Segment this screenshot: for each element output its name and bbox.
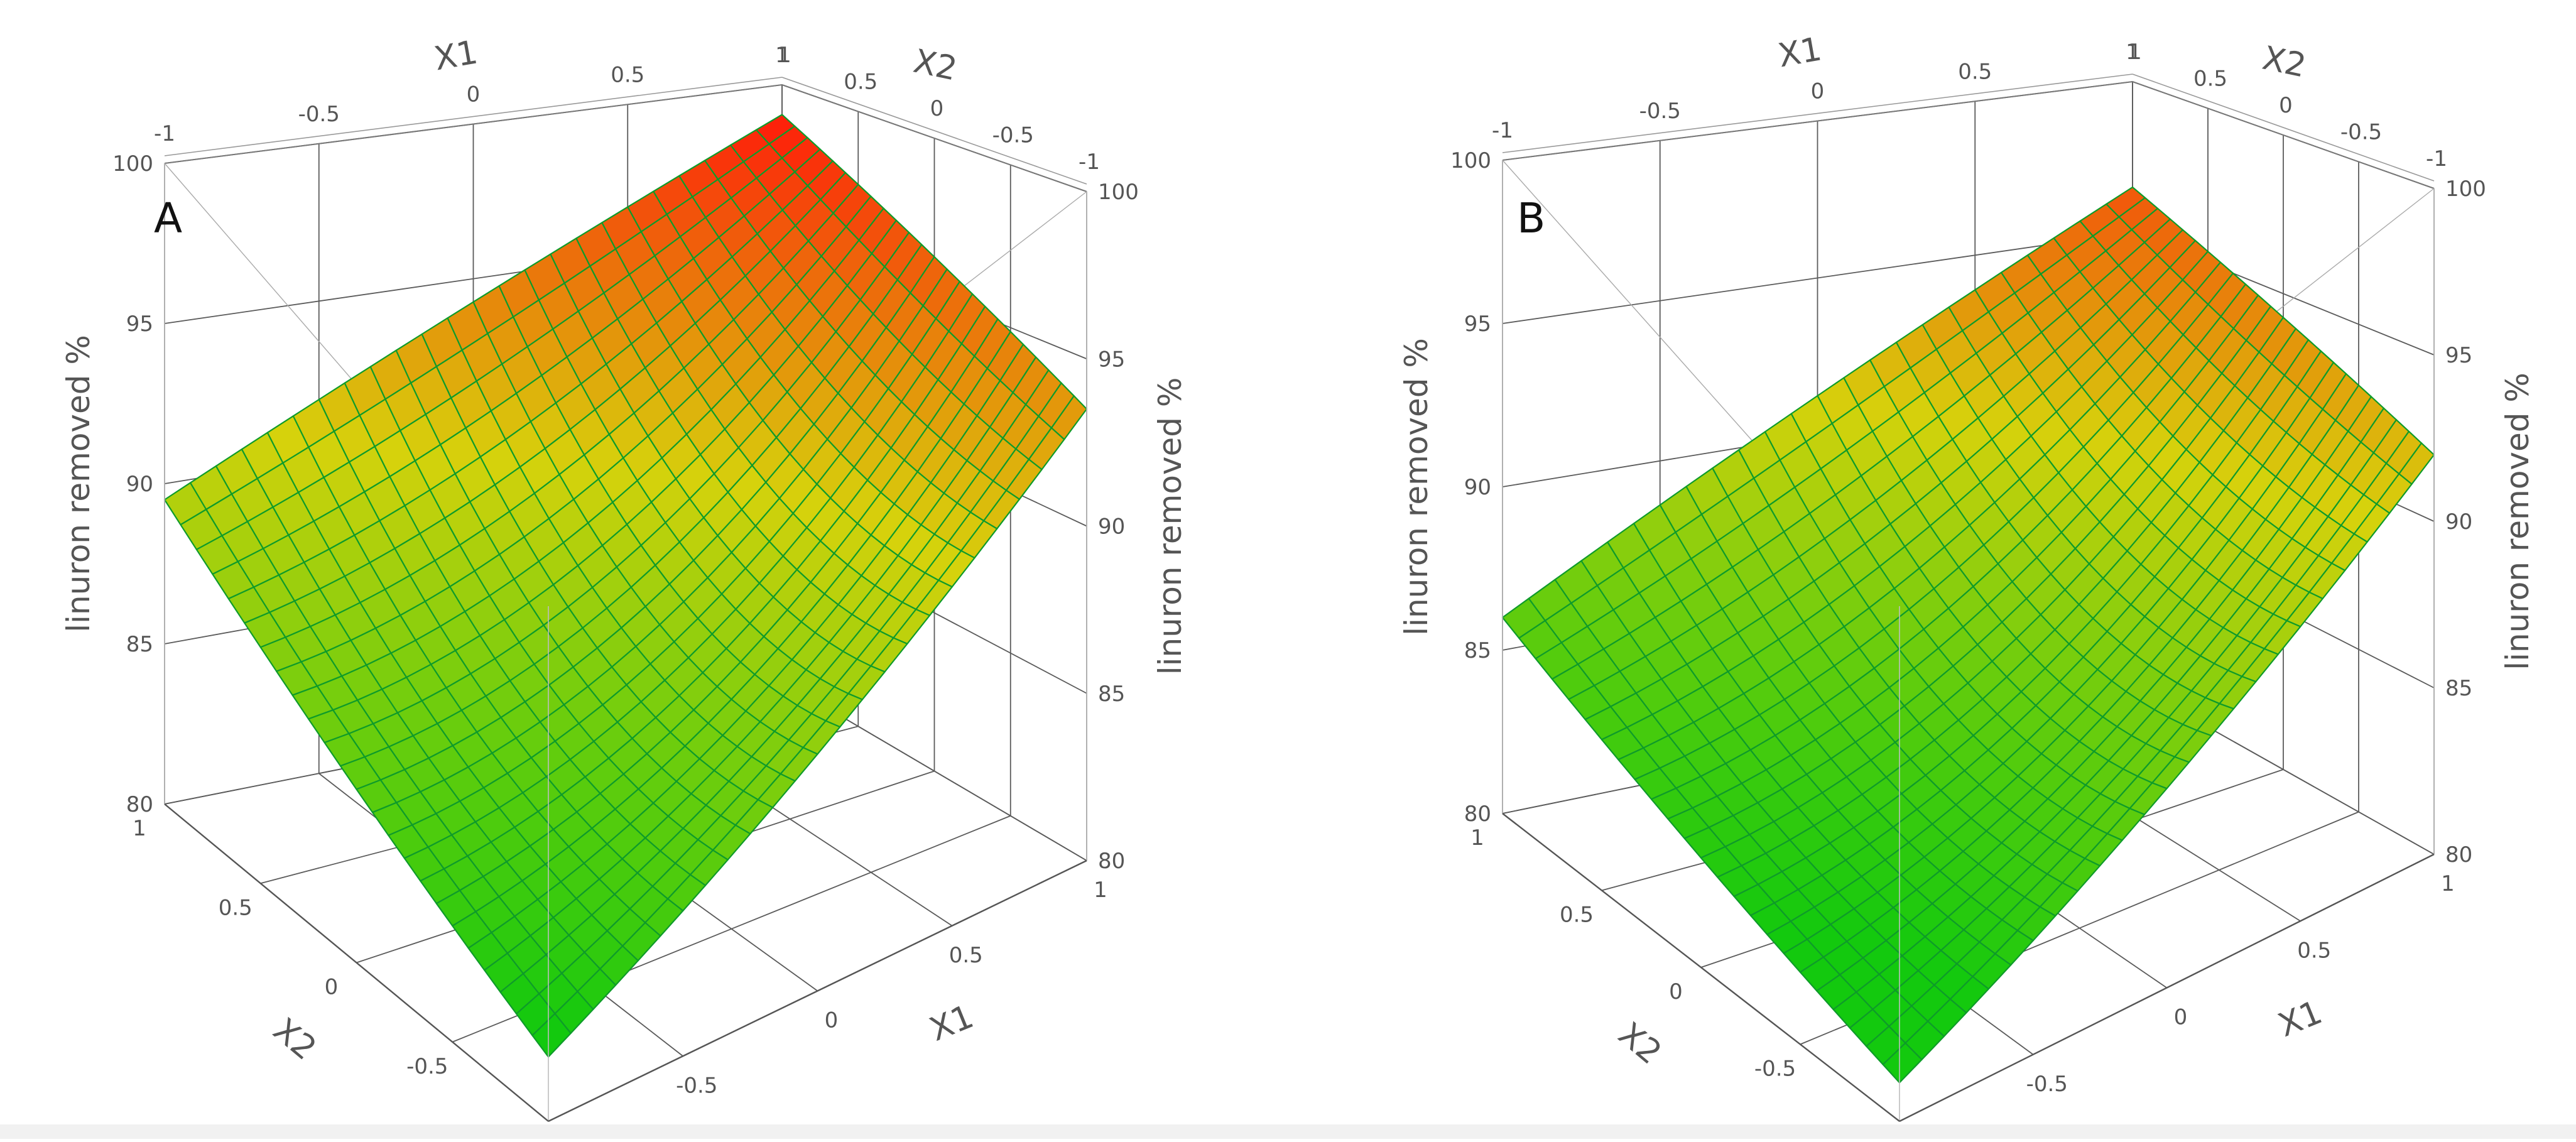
x1-top-axis-title: X1 (432, 33, 481, 78)
z-right-axis-title: linuron removed % (2499, 373, 2536, 670)
x2-axis-title: X2 (266, 1011, 323, 1068)
surface-patch (1882, 1042, 1923, 1084)
z-right-tick-label: 90 (2445, 509, 2472, 535)
x1-tick-label: -0.5 (676, 1073, 717, 1098)
z-left-axis-title: linuron removed % (60, 335, 97, 633)
top-frame-edge (164, 84, 783, 164)
x2-top-tick-label: -1 (1079, 150, 1100, 175)
response-surface (1501, 186, 2435, 1084)
z-left-tick-label: 85 (1464, 638, 1491, 663)
x1-top-tick-label: -0.5 (1639, 99, 1681, 124)
bottom-margin (0, 1124, 2576, 1139)
x2-top-tick-label: 0.5 (2193, 67, 2227, 92)
x1-top-axis-title: X1 (1775, 30, 1824, 75)
x1-tick-label: 0.5 (949, 943, 983, 968)
x1-tick-label: 1 (2441, 871, 2455, 896)
x1-top-tick-label: -1 (1492, 118, 1513, 143)
x2-top-tick-label: 1 (2128, 40, 2142, 65)
x2-top-tick-label: 0 (930, 96, 944, 121)
x1-top-tick-label: 0 (467, 82, 481, 107)
x1-axis-title: X1 (925, 998, 979, 1048)
surface-patch (531, 1013, 572, 1058)
z-left-tick-label: 100 (112, 151, 153, 177)
z-left-tick-label: 80 (1464, 802, 1491, 827)
surface-plot-a: -1-0.500.51-1-0.500.51-1-0.500.51-1-0.50… (60, 33, 1188, 1142)
x2-tick-label: 1 (133, 816, 146, 841)
top-frame-edge-outer (781, 77, 1087, 185)
z-right-tick-label: 90 (1098, 514, 1125, 540)
x1-top-tick-label: 1 (2126, 40, 2139, 65)
z-right-tick-label: 95 (1098, 347, 1125, 372)
z-left-tick-label: 95 (126, 312, 153, 337)
x2-top-tick-label: 0.5 (844, 70, 878, 95)
floor-edge (548, 859, 1087, 1123)
x2-tick-label: 0 (325, 975, 339, 1000)
top-frame-edge (1502, 81, 2133, 161)
x2-top-tick-label: 0 (2279, 93, 2293, 118)
surface-plot-b: -1-0.500.51-1-0.500.51-1-0.500.51-1-0.50… (1398, 30, 2536, 1142)
z-right-tick-label: 80 (1098, 849, 1125, 874)
x2-tick-label: 1 (1470, 825, 1484, 851)
x1-top-tick-label: -1 (154, 121, 175, 146)
z-left-tick-label: 90 (126, 472, 153, 497)
tick-labels: -1-0.500.51-1-0.500.51-1-0.500.51-1-0.50… (1450, 40, 2486, 1142)
top-frame-edge (781, 84, 1087, 192)
x1-tick-label: 0 (825, 1008, 839, 1033)
panel-gap (1256, 0, 1316, 1139)
z-right-tick-label: 80 (2445, 842, 2472, 867)
z-right-axis-title: linuron removed % (1152, 378, 1188, 675)
x1-tick-label: 0 (2174, 1005, 2188, 1030)
z-right-tick-label: 100 (2445, 177, 2486, 202)
z-right-tick-label: 85 (1098, 682, 1125, 707)
z-left-tick-label: 100 (1450, 148, 1491, 173)
top-frame-edge-outer (164, 77, 783, 156)
top-frame-edge (2132, 81, 2435, 189)
z-left-tick-label: 90 (1464, 475, 1491, 500)
x2-tick-label: 0 (1669, 979, 1683, 1004)
x2-top-tick-label: -0.5 (2340, 120, 2382, 145)
floor-edge (1899, 853, 2435, 1123)
z-right-tick-label: 100 (1098, 180, 1139, 205)
z-left-tick-label: 95 (1464, 312, 1491, 337)
x1-top-tick-label: 0.5 (1958, 59, 1992, 84)
response-surface (163, 114, 1088, 1058)
x2-tick-label: -0.5 (1754, 1057, 1796, 1082)
z-left-tick-label: 80 (126, 792, 153, 817)
front-frame (1502, 160, 2435, 1123)
x2-tick-label: 0.5 (1560, 903, 1594, 928)
front-frame (164, 163, 1087, 1123)
floor-edge (164, 803, 549, 1122)
x2-tick-label: -0.5 (406, 1054, 448, 1079)
panel-label: A (154, 194, 182, 242)
axis-titles: X1 X2 X1 X2 linuron removed % linuron removed… (1398, 30, 2536, 1072)
z-right-tick-label: 95 (2445, 343, 2472, 368)
x2-top-tick-label: -1 (2426, 146, 2447, 171)
top-frame-edge-outer (1502, 73, 2133, 153)
x1-top-tick-label: 0 (1811, 79, 1825, 104)
z-left-axis-title: linuron removed % (1398, 338, 1435, 636)
floor-edge (1502, 813, 1900, 1122)
x2-tick-label: 0.5 (219, 895, 253, 920)
x2-top-tick-label: 1 (778, 43, 791, 68)
x1-top-tick-label: 0.5 (611, 62, 644, 87)
x1-tick-label: 0.5 (2297, 938, 2331, 963)
z-right-tick-label: 85 (2445, 676, 2472, 701)
x1-top-tick-label: -0.5 (298, 102, 340, 127)
z-left-tick-label: 85 (126, 632, 153, 657)
x1-tick-label: 1 (1094, 878, 1107, 903)
x2-top-axis-title: X2 (910, 43, 960, 89)
x1-axis-title: X1 (2273, 994, 2327, 1045)
panel-label: B (1517, 194, 1545, 242)
x2-top-tick-label: -0.5 (992, 123, 1034, 148)
top-frame-edge-outer (2132, 73, 2435, 182)
x1-tick-label: -0.5 (2026, 1072, 2068, 1097)
x2-top-axis-title: X2 (2259, 40, 2310, 85)
x2-axis-title: X2 (1611, 1015, 1668, 1072)
x1-top-tick-label: 1 (775, 43, 789, 68)
